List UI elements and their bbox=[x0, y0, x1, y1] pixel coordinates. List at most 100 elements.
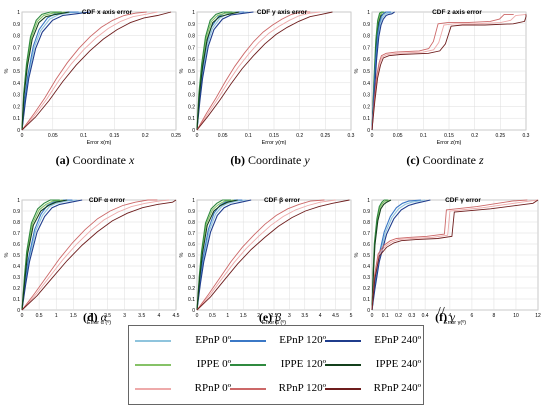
y-tick-label: 0.3 bbox=[13, 275, 20, 281]
y-axis-label: % bbox=[179, 68, 185, 73]
x-tick-label: 4 bbox=[449, 313, 452, 319]
y-tick-label: 0.9 bbox=[363, 22, 370, 28]
chart-title: CDF x axis error bbox=[82, 9, 133, 16]
caption-c: (c) Coordinate z bbox=[406, 153, 484, 167]
y-tick-label: 0.4 bbox=[188, 81, 195, 87]
y-tick-label: 0.8 bbox=[363, 34, 370, 40]
series-line-rpnp-2 bbox=[21, 11, 172, 131]
series-line-rpnp-1 bbox=[196, 199, 325, 311]
x-tick-label: 0.3 bbox=[348, 133, 355, 139]
y-axis-label: % bbox=[4, 252, 10, 257]
series-line-rpnp-0 bbox=[196, 11, 321, 131]
y-tick-label: 0.3 bbox=[363, 93, 370, 99]
x-tick-label: 0.15 bbox=[269, 133, 279, 139]
y-tick-label: 0 bbox=[367, 308, 370, 314]
y-tick-label: 0 bbox=[17, 128, 20, 134]
x-tick-label: 0.2 bbox=[395, 313, 402, 319]
series-line-rpnp-1 bbox=[371, 13, 514, 131]
caption-b: (b) Coordinate y bbox=[230, 153, 310, 167]
y-tick-label: 1 bbox=[367, 198, 370, 204]
y-tick-label: 0.4 bbox=[363, 264, 370, 270]
legend-swatch bbox=[325, 364, 361, 366]
y-tick-label: 0.5 bbox=[188, 69, 195, 75]
x-axis-label: Error z(m) bbox=[437, 140, 462, 146]
y-tick-label: 0.5 bbox=[188, 253, 195, 259]
x-tick-label: 0.3 bbox=[408, 313, 415, 319]
series-line-rpnp-0 bbox=[21, 11, 158, 131]
y-tick-label: 0.1 bbox=[363, 116, 370, 122]
series-line-rpnp-0 bbox=[371, 199, 539, 311]
y-tick-label: 0.4 bbox=[13, 264, 20, 270]
x-tick-label: 1.5 bbox=[240, 313, 247, 319]
y-tick-label: 0.4 bbox=[13, 81, 20, 87]
x-axis-label: Error γ(º) bbox=[444, 319, 466, 326]
series-line-ippe-2 bbox=[196, 199, 238, 311]
y-tick-label: 0.2 bbox=[363, 104, 370, 110]
x-tick-label: 0.1 bbox=[420, 133, 427, 139]
y-tick-label: 0.5 bbox=[363, 69, 370, 75]
x-tick-label: 8 bbox=[493, 313, 496, 319]
series-line-epnp-1 bbox=[371, 199, 421, 311]
legend-swatch bbox=[230, 340, 266, 342]
x-tick-label: 0 bbox=[196, 313, 199, 319]
x-tick-label: 0 bbox=[196, 133, 199, 139]
series-line-epnp-2 bbox=[371, 11, 395, 131]
series-line-epnp-2 bbox=[371, 199, 431, 311]
series-line-ippe-2 bbox=[21, 11, 70, 131]
x-tick-label: 4.5 bbox=[332, 313, 339, 319]
y-tick-label: 0.7 bbox=[363, 45, 370, 51]
legend-swatch bbox=[230, 388, 266, 390]
y-tick-label: 1 bbox=[192, 198, 195, 204]
x-tick-label: 12 bbox=[535, 313, 541, 319]
x-tick-label: 0.1 bbox=[80, 133, 87, 139]
series-line-ippe-1 bbox=[196, 199, 231, 311]
x-tick-label: 2 bbox=[257, 313, 260, 319]
x-tick-label: 0.3 bbox=[523, 133, 530, 139]
y-tick-label: 0.8 bbox=[13, 34, 20, 40]
y-axis-label: % bbox=[179, 252, 185, 257]
y-tick-label: 1 bbox=[17, 198, 20, 204]
legend-swatch bbox=[135, 340, 171, 342]
x-tick-label: 6 bbox=[471, 313, 474, 319]
y-tick-label: 0.6 bbox=[13, 242, 20, 248]
x-tick-label: 0.2 bbox=[142, 133, 149, 139]
x-tick-label: 0.25 bbox=[171, 133, 181, 139]
y-tick-label: 0.9 bbox=[13, 209, 20, 215]
x-tick-label: 0.05 bbox=[48, 133, 58, 139]
legend-swatch bbox=[325, 388, 361, 390]
x-tick-label: 0.2 bbox=[471, 133, 478, 139]
y-tick-label: 0.5 bbox=[363, 253, 370, 259]
y-tick-label: 0.9 bbox=[188, 22, 195, 28]
series-line-epnp-2 bbox=[21, 199, 83, 311]
series-line-epnp-2 bbox=[196, 11, 254, 131]
y-tick-label: 0.7 bbox=[13, 45, 20, 51]
x-tick-label: 0.05 bbox=[393, 133, 403, 139]
legend-swatch bbox=[325, 340, 361, 342]
series-line-ippe-1 bbox=[21, 199, 60, 311]
y-tick-label: 0.8 bbox=[188, 34, 195, 40]
series-line-rpnp-2 bbox=[371, 14, 527, 131]
y-tick-label: 1 bbox=[192, 10, 195, 16]
y-tick-label: 0 bbox=[367, 128, 370, 134]
x-tick-label: 0.25 bbox=[495, 133, 505, 139]
series-line-rpnp-1 bbox=[371, 199, 528, 311]
chart-title: CDF z axis error bbox=[432, 9, 482, 16]
x-tick-label: 2 bbox=[89, 313, 92, 319]
series-line-rpnp-2 bbox=[196, 199, 350, 311]
y-axis-label: % bbox=[4, 68, 10, 73]
y-tick-label: 0.3 bbox=[363, 275, 370, 281]
y-tick-label: 0.2 bbox=[363, 286, 370, 292]
legend-swatch bbox=[135, 364, 171, 366]
legend-swatch bbox=[230, 364, 266, 366]
series-line-rpnp-1 bbox=[21, 11, 147, 131]
y-tick-label: 0.1 bbox=[188, 297, 195, 303]
y-tick-label: 0.2 bbox=[188, 104, 195, 110]
series-line-rpnp-2 bbox=[196, 11, 333, 131]
y-tick-label: 0.8 bbox=[13, 220, 20, 226]
x-tick-label: 0.1 bbox=[382, 313, 389, 319]
y-tick-label: 0.7 bbox=[188, 45, 195, 51]
x-tick-label: 0.15 bbox=[444, 133, 454, 139]
y-tick-label: 1 bbox=[17, 10, 20, 16]
x-tick-label: 0 bbox=[21, 133, 24, 139]
x-axis-label: Error α (º) bbox=[87, 319, 111, 326]
